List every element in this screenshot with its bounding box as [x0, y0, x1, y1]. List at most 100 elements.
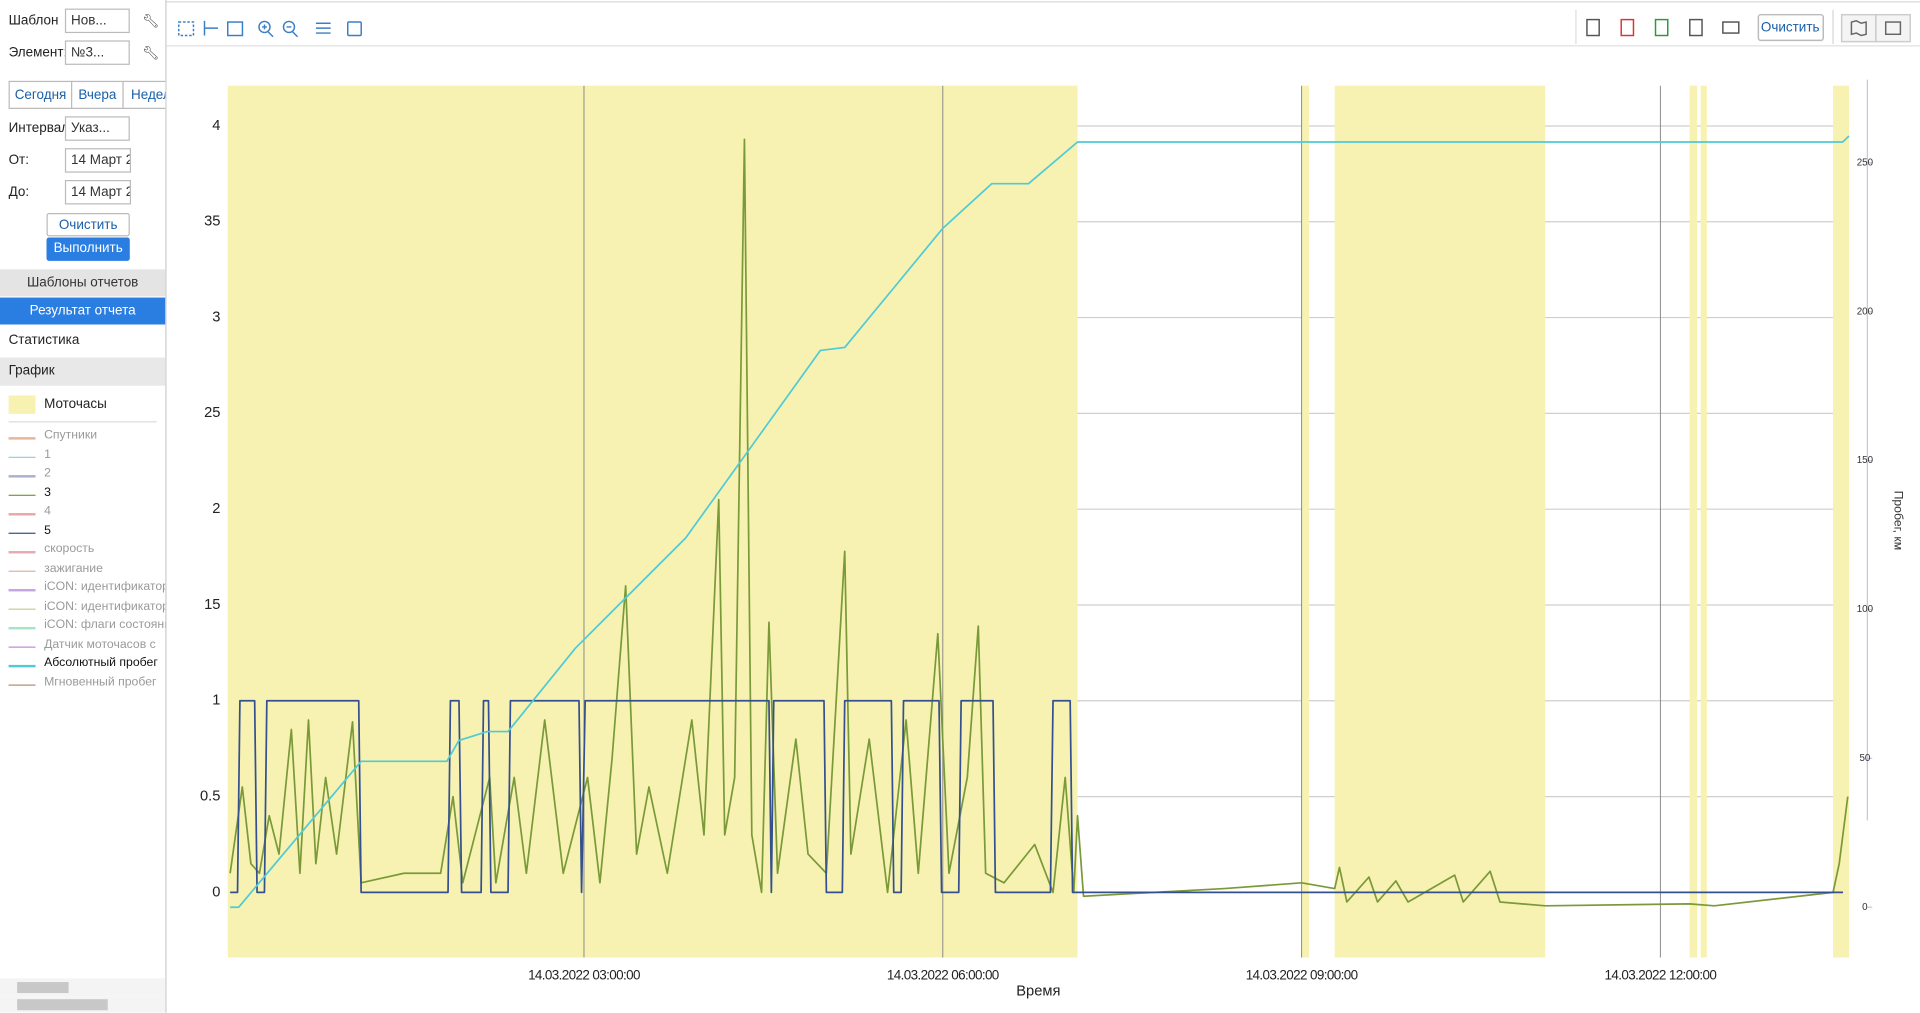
series-line — [230, 699, 1844, 894]
element-label: Элемент: — [8, 45, 68, 60]
x-tick-label: 14.03.2022 12:00:00 — [1604, 967, 1716, 982]
select-x-tool[interactable] — [203, 20, 218, 36]
legend-line[interactable] — [8, 626, 36, 629]
legend-line[interactable] — [8, 475, 36, 477]
legend-line[interactable] — [8, 588, 36, 591]
motohours-band — [1833, 85, 1849, 958]
to-input[interactable]: 14 Март 2 — [64, 180, 132, 205]
template-settings[interactable]: 🔧︎ — [142, 14, 160, 30]
y-tick-label: 0.5 — [200, 788, 220, 804]
tab[interactable]: Сегодня — [8, 80, 73, 109]
tab[interactable]: Недел — [122, 80, 166, 109]
legend-line[interactable] — [8, 645, 36, 648]
legend-line[interactable] — [8, 437, 36, 439]
element-settings[interactable]: 🔧︎ — [142, 46, 160, 62]
y2-axis-label: Пробег, км — [1892, 491, 1906, 551]
x-tick-label: 14.03.2022 03:00:00 — [528, 967, 640, 982]
clear-button[interactable]: Очистить — [46, 213, 130, 237]
map-glyph — [1850, 20, 1867, 37]
toolbar-left-icons — [178, 20, 362, 38]
export-file[interactable] — [1689, 18, 1703, 37]
legend-label[interactable]: Моточасы — [44, 396, 107, 412]
legend-line[interactable] — [8, 570, 36, 572]
to-label: До: — [8, 184, 30, 200]
zoom-out[interactable] — [282, 20, 296, 34]
select-tool[interactable] — [178, 21, 195, 37]
scrollbar[interactable] — [0, 996, 166, 1013]
legend-label[interactable]: 2 — [44, 466, 51, 480]
fit-tool[interactable] — [227, 21, 244, 37]
series-line — [230, 135, 1850, 909]
run-button[interactable]: Выполнить — [46, 237, 130, 261]
print[interactable] — [1722, 21, 1740, 34]
legend-label[interactable]: 5 — [44, 523, 51, 537]
legend-label[interactable]: iCON: идентификатор — [44, 599, 167, 613]
legend-label[interactable]: Абсолютный пробег — [44, 656, 158, 670]
legend-label[interactable]: 4 — [44, 504, 51, 518]
template-select[interactable]: Нов... — [64, 8, 130, 34]
motohours-band — [227, 85, 1078, 958]
x-tick-label: 14.03.2022 09:00:00 — [1246, 967, 1358, 982]
legend-line[interactable] — [8, 532, 36, 534]
y2-tick-label: 50 — [1859, 753, 1870, 764]
legend-line[interactable] — [8, 456, 36, 458]
scrollbar[interactable] — [0, 978, 166, 997]
legend-label[interactable]: iCON: флаги состояни — [44, 618, 167, 632]
export-xls[interactable] — [1654, 18, 1669, 37]
y-tick-label: 25 — [204, 405, 220, 421]
tab[interactable]: Вчера — [71, 80, 124, 109]
legend-line[interactable] — [8, 664, 36, 667]
section-templates[interactable]: Шаблоны отчетов — [0, 269, 166, 297]
section-statistics[interactable]: Статистика — [8, 333, 80, 348]
legend-label[interactable]: 1 — [44, 447, 51, 462]
legend-swatch[interactable] — [8, 395, 36, 414]
legend-separator — [8, 421, 157, 423]
legend-line[interactable] — [8, 494, 36, 496]
zoom-in[interactable] — [258, 20, 271, 34]
toolbar-right-icons — [1586, 9, 1911, 45]
scroll-thumb[interactable] — [17, 982, 69, 994]
interval-select[interactable]: Указ... — [64, 116, 130, 141]
legend-label[interactable]: Мгновенный пробег — [44, 675, 157, 689]
legend-line[interactable] — [8, 551, 36, 553]
element-select[interactable]: №3... — [64, 40, 130, 65]
legend-label[interactable]: iCON: идентификатор — [44, 580, 167, 594]
legend-label[interactable]: Спутники — [44, 428, 98, 443]
scroll-thumb[interactable] — [17, 999, 108, 1011]
motohours-band — [1700, 85, 1707, 958]
export-pdf[interactable] — [1620, 18, 1635, 37]
from-input[interactable]: 14 Март 2 — [64, 148, 132, 173]
clear-button-frame[interactable] — [1757, 13, 1825, 42]
y-tick-label: 1 — [212, 693, 220, 709]
legend-line[interactable] — [8, 683, 36, 686]
y2-tick-label: 100 — [1857, 604, 1874, 615]
y2-tick-label: 0 — [1862, 902, 1868, 913]
sidebar: Шаблон Нов... 🔧︎ Элемент: №3... 🔧︎ Сегод… — [0, 0, 167, 1013]
layout-toggle[interactable] — [1875, 13, 1911, 43]
template-label: Шаблон — [8, 13, 59, 29]
legend-label[interactable]: зажигание — [44, 561, 103, 575]
interval-label: Интервал: — [8, 121, 73, 136]
y-tick-label: 2 — [212, 501, 220, 517]
motohours-band — [1301, 85, 1309, 958]
x-axis-label: Время — [1016, 984, 1060, 1000]
legend-line[interactable] — [8, 607, 36, 610]
y-tick-label: 4 — [212, 118, 220, 134]
legend-label[interactable]: скорость — [44, 542, 95, 556]
clear-button[interactable]: Очистить — [1761, 20, 1820, 35]
map-toggle[interactable] — [1840, 13, 1877, 43]
y-tick-label: 15 — [204, 597, 220, 613]
y2-tick-label: 250 — [1857, 157, 1874, 168]
export-doc[interactable] — [1586, 18, 1600, 37]
motohours-band — [1689, 85, 1698, 958]
section-graph[interactable]: График — [0, 357, 166, 386]
snapshot-tool[interactable] — [347, 21, 362, 37]
list-tool[interactable] — [315, 22, 331, 34]
section-result[interactable]: Результат отчета — [0, 297, 166, 325]
legend-label[interactable]: Датчик моточасов с — [44, 637, 156, 651]
legend-line[interactable] — [8, 513, 36, 515]
legend-label[interactable]: 3 — [44, 485, 51, 499]
